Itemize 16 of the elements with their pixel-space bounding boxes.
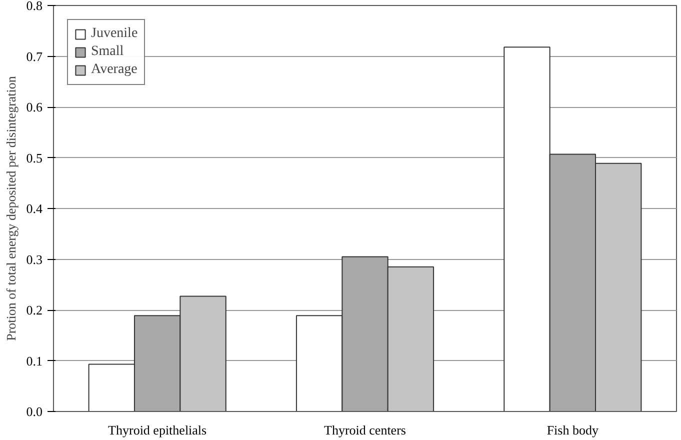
y-tick-label: 0.7 (26, 48, 43, 64)
y-axis-title: Protion of total energy deposited per disintegration (3, 76, 18, 341)
y-tick-label: 0.5 (26, 150, 42, 166)
x-tick-label: Thyroid epithelials (108, 422, 207, 438)
x-tick-label: Fish body (546, 422, 599, 438)
y-tick-label: 0.0 (26, 404, 42, 419)
y-tick-label: 0.3 (26, 252, 42, 267)
x-tick-label: Thyroid centers (324, 422, 406, 438)
y-tick-label: 0.4 (26, 201, 43, 216)
y-tick-label: 0.2 (26, 302, 42, 318)
y-tick-label: 0.1 (26, 353, 42, 368)
y-tick-label: 0.8 (26, 0, 42, 13)
legend-label: Average (91, 62, 138, 78)
legend-label: Juvenile (91, 26, 138, 42)
legend-label: Small (91, 44, 124, 60)
y-tick-label: 0.6 (26, 100, 43, 114)
